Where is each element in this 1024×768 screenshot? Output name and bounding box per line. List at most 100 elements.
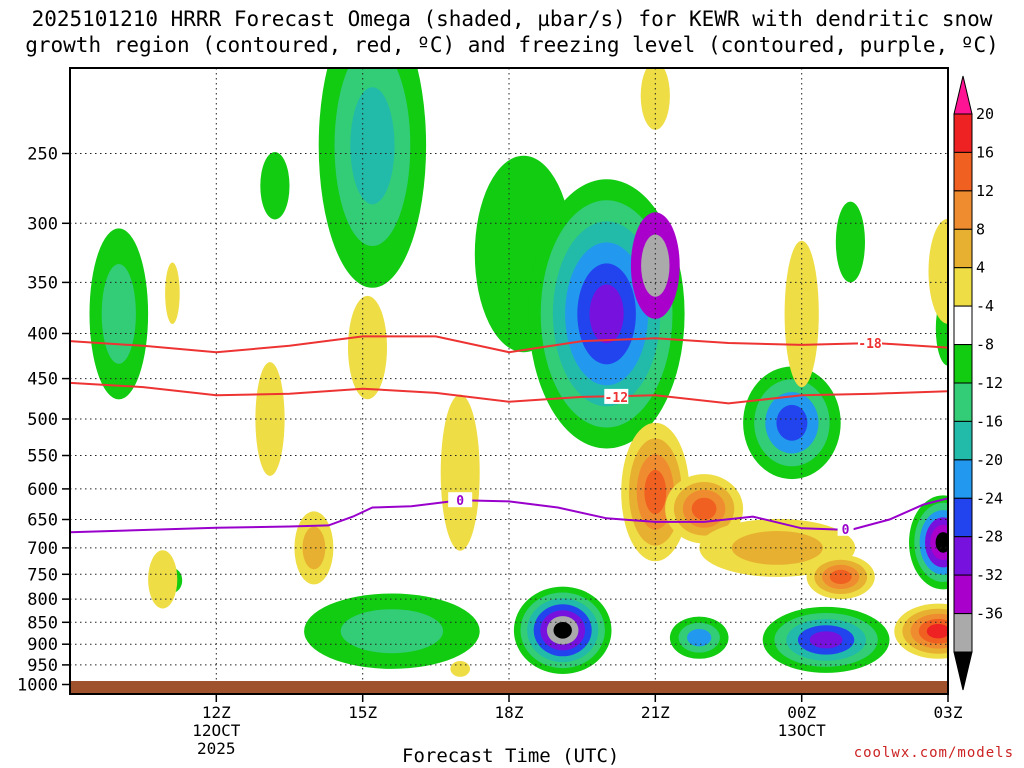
omega-contour-21-3 [691, 497, 717, 520]
ytick-label-500: 500 [27, 410, 58, 430]
x-axis-label: Forecast Time (UTC) [402, 745, 620, 767]
omega-contour-13-5 [935, 532, 948, 553]
omega-contour-5-1 [641, 234, 670, 297]
ytick-label-750: 750 [27, 565, 58, 585]
colorbar-top-triangle [953, 75, 973, 115]
colorbar-box-2 [953, 190, 973, 230]
xtick-label-21Z: 21Z [641, 703, 670, 722]
ytick-label-450: 450 [27, 370, 58, 390]
freezing-level-label2: 0 [842, 523, 850, 538]
colorbar-label-1: 16 [976, 143, 994, 161]
xtick-label-03Z: 03Z [934, 703, 963, 722]
colorbar-label-0: 20 [976, 105, 994, 123]
omega-contour-9-6 [553, 622, 572, 639]
xtick-date-12Z: 12OCT [192, 721, 241, 740]
colorbar-label-4: 4 [976, 259, 985, 277]
dgz-contour-minus18 [70, 335, 948, 354]
ytick-label-950: 950 [27, 656, 58, 676]
colorbar-box-9 [953, 459, 973, 499]
colorbar-bottom-triangle [953, 651, 973, 691]
ytick-label-400: 400 [27, 325, 58, 345]
omega-contour-27-0 [640, 68, 670, 130]
colorbar-box-4 [953, 267, 973, 307]
omega-contour-18-0 [348, 295, 387, 400]
ytick-label-850: 850 [27, 613, 58, 633]
ytick-label-700: 700 [27, 539, 58, 559]
colorbar-label-6: -8 [976, 336, 994, 354]
chart-title: 2025101210 HRRR Forecast Omega (shaded, … [0, 6, 1024, 58]
y-axis: 2503003504004505005506006507007508008509… [17, 145, 70, 696]
ytick-label-300: 300 [27, 214, 58, 234]
colorbar-box-1 [953, 151, 973, 192]
colorbar: 20 16 12 8 4 -4 -8 -12 -16 -20 -24 -28 -32 -36 [953, 75, 1003, 691]
ground-strip [70, 681, 948, 694]
colorbar-label-9: -20 [976, 451, 1003, 469]
dgz-contour-minus12-label-bg [604, 388, 629, 404]
omega-contour-12-1 [340, 609, 444, 654]
omega-contour-7-0 [835, 201, 866, 283]
xtick-date-00Z: 13OCT [778, 721, 827, 740]
colorbar-box-11 [953, 536, 973, 576]
omega-contour-2-2 [350, 87, 395, 205]
omega-contour-29-0 [450, 661, 471, 677]
xtick-label-18Z: 18Z [495, 703, 524, 722]
omega-contour-23-3 [829, 569, 852, 585]
colorbar-box-3 [953, 228, 973, 269]
colorbar-box-6 [953, 344, 973, 384]
xtick-label-15Z: 15Z [348, 703, 377, 722]
omega-contour-4-5 [589, 284, 624, 344]
ytick-label-550: 550 [27, 447, 58, 467]
colorbar-label-8: -16 [976, 412, 1003, 430]
ytick-label-600: 600 [27, 480, 58, 500]
title-line-1: 2025101210 HRRR Forecast Omega (shaded, … [31, 7, 993, 31]
ytick-label-250: 250 [27, 145, 58, 165]
ytick-label-650: 650 [27, 511, 58, 531]
dgz-contour-minus18-label-bg [858, 335, 882, 350]
colorbar-label-10: -24 [976, 489, 1003, 507]
colorbar-box-0 [953, 113, 973, 153]
colorbar-label-12: -32 [976, 566, 1003, 584]
colorbar-box-5 [953, 305, 973, 346]
dgz-contour-minus12 [70, 381, 948, 405]
dgz-contour-minus18-label: -18 [858, 337, 882, 352]
colorbar-label-13: -36 [976, 605, 1003, 623]
colorbar-label-5: -4 [976, 297, 994, 315]
temperature-contours: -18 -12 0 0 [70, 335, 948, 538]
colorbar-box-12 [953, 574, 973, 614]
omega-contour-10-4 [809, 631, 843, 649]
dgz-contour-minus12-label: -12 [605, 391, 628, 406]
omega-contour-1-0 [260, 152, 290, 220]
colorbar-label-2: 12 [976, 182, 994, 200]
credit-text: coolwx.com/models [853, 745, 1014, 761]
xtick-label-00Z: 00Z [787, 703, 816, 722]
omega-contour-26-0 [928, 218, 948, 324]
colorbar-label-11: -28 [976, 528, 1003, 546]
freezing-level-contour-label: 0 [456, 494, 464, 509]
ytick-label-800: 800 [27, 590, 58, 610]
omega-contour-20-3 [644, 469, 667, 515]
omega-contour-17-1 [302, 526, 326, 570]
xtick-year-12Z: 2025 [197, 739, 236, 758]
omega-contour-15-1 [154, 562, 172, 597]
omega-contour-11-2 [687, 629, 712, 647]
omega-contour-0-1 [101, 264, 136, 364]
colorbar-box-7 [953, 382, 973, 422]
xtick-label-12Z: 12Z [202, 703, 231, 722]
ytick-label-1000: 1000 [17, 676, 58, 696]
title-line-2: growth region (contoured, red, ºC) and f… [25, 33, 999, 57]
colorbar-label-7: -12 [976, 374, 1003, 392]
omega-contour-24-4 [926, 624, 948, 639]
omega-contour-6-3 [776, 404, 808, 441]
ytick-label-900: 900 [27, 635, 58, 655]
colorbar-box-10 [953, 497, 973, 538]
colorbar-label-3: 8 [976, 220, 985, 238]
freezing-level-label2-bg [837, 520, 854, 536]
ytick-label-350: 350 [27, 273, 58, 293]
colorbar-box-13 [953, 613, 973, 653]
omega-contour-28-0 [165, 262, 180, 324]
colorbar-box-8 [953, 420, 973, 461]
omega-contour-22-1 [731, 531, 823, 565]
freezing-level-contour-label-bg [448, 492, 473, 508]
